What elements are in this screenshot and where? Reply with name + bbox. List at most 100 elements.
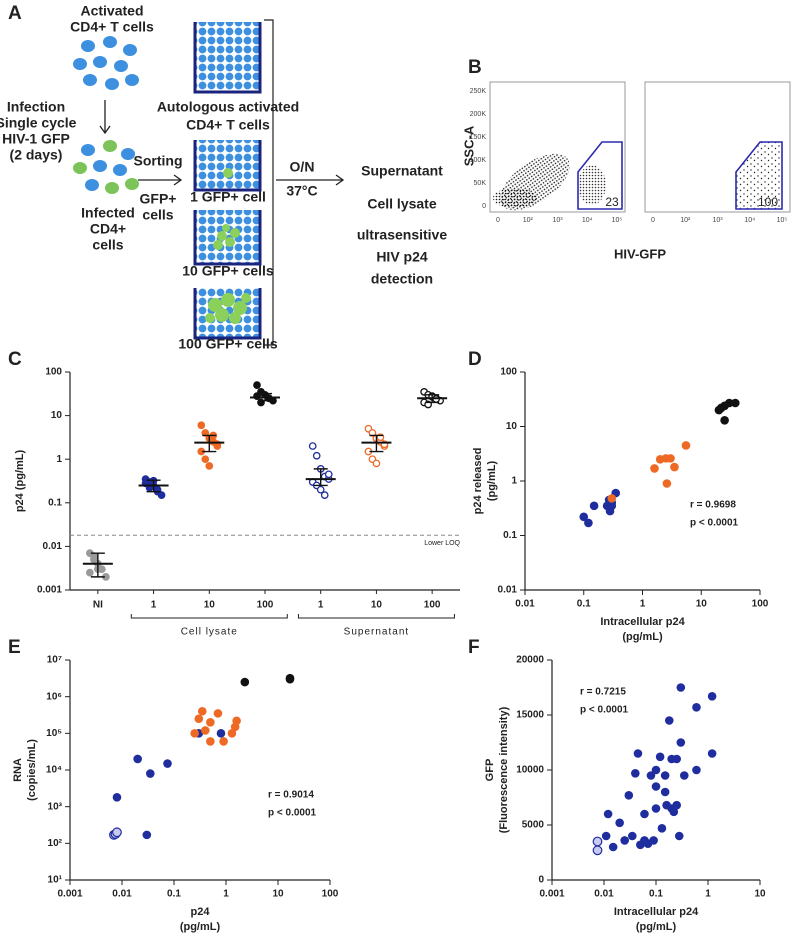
data-point	[227, 729, 237, 738]
annotation: r = 0.7215	[580, 687, 626, 698]
data-point	[592, 836, 603, 847]
data-point	[213, 709, 223, 718]
diagram-text: 100 GFP+ cells	[178, 336, 277, 352]
diagram-text: 37°C	[286, 183, 317, 199]
diagram-text: Infection	[7, 99, 65, 115]
x-tick-label: 1	[640, 599, 646, 610]
wells	[193, 22, 262, 340]
flow-plots	[489, 81, 791, 213]
x-tick-label: 100	[257, 600, 274, 611]
y-axis-title: RNA	[12, 758, 24, 782]
diagram-text: 1 GFP+ cell	[190, 189, 266, 205]
x-tick-label: 10³	[712, 217, 723, 224]
diagram-text: HIV-1 GFP	[2, 131, 70, 147]
diagram-text: GFP+	[140, 191, 177, 207]
y-axis-title: (pg/mL)	[486, 461, 498, 502]
y-tick-label: 250K	[470, 88, 487, 95]
y-tick-label: 10⁶	[46, 691, 62, 702]
x-tick-label: NI	[93, 600, 103, 611]
data-point	[674, 831, 684, 841]
data-point	[194, 714, 204, 724]
diagram-text: Activated	[80, 3, 143, 19]
axis-title: HIV-GFP	[614, 246, 666, 261]
data-point	[649, 836, 658, 845]
data-point	[133, 754, 142, 764]
diagram-text: Sorting	[134, 153, 183, 169]
data-point	[86, 568, 94, 577]
bracket	[264, 19, 274, 346]
data-point	[669, 807, 679, 817]
x-tick-label: 0	[651, 217, 655, 224]
y-tick-label: 10000	[516, 765, 544, 776]
x-tick-label: 0.01	[515, 599, 535, 610]
y-axis-title: (copies/mL)	[26, 739, 38, 801]
data-point	[731, 398, 740, 408]
annotation: p < 0.0001	[268, 808, 317, 819]
data-point	[666, 454, 675, 463]
gate-label: 23	[605, 195, 619, 209]
data-point	[603, 809, 613, 819]
data-point	[657, 824, 667, 833]
x-tick-label: 0.1	[577, 599, 591, 610]
diagram-text: CD4+	[90, 221, 126, 237]
data-point	[707, 692, 717, 701]
data-point	[655, 752, 665, 762]
data-point	[608, 842, 618, 852]
diagram-text: Single cycle	[0, 115, 77, 131]
x-tick-label: 10	[272, 889, 284, 900]
annotation: p < 0.0001	[580, 705, 629, 716]
y-tick-label: 100	[45, 367, 62, 378]
y-tick-label: 50K	[474, 180, 487, 187]
y-axis-title: (Fluorescence intensity)	[498, 706, 510, 833]
data-point	[190, 729, 199, 738]
data-point	[240, 677, 250, 687]
y-tick-label: 0.01	[43, 541, 63, 552]
y-tick-label: 10	[506, 421, 518, 432]
annotation: p < 0.0001	[690, 518, 739, 529]
x-axis-title: (pg/mL)	[622, 631, 663, 643]
data-point	[660, 787, 670, 797]
y-tick-label: 10	[51, 410, 63, 421]
y-tick-label: 10²	[48, 838, 63, 849]
data-point	[216, 729, 226, 738]
x-axis-title: p24	[191, 906, 211, 918]
infected-cells	[73, 140, 139, 194]
y-axis-title: p24 (pg/mL)	[14, 450, 26, 513]
data-point	[676, 683, 686, 692]
group-bracket	[130, 614, 288, 619]
data-point	[197, 421, 206, 430]
x-tick-label: 0.001	[539, 889, 564, 900]
diagram-text: Autologous activated	[157, 99, 299, 115]
y-tick-label: 0	[482, 203, 486, 210]
data-point	[312, 451, 321, 460]
panel-label: B	[468, 57, 482, 78]
data-point	[316, 485, 325, 494]
data-point	[372, 459, 381, 468]
x-tick-label: 100	[752, 599, 769, 610]
group-label: Supernatant	[344, 627, 410, 638]
data-point	[308, 442, 317, 450]
x-tick-label: 0.01	[112, 889, 132, 900]
x-tick-label: 10³	[552, 217, 563, 224]
x-axis-title: (pg/mL)	[180, 921, 221, 933]
data-point	[692, 765, 701, 775]
data-point	[232, 716, 241, 726]
diagram-text: Supernatant	[361, 163, 443, 179]
data-point	[672, 800, 681, 810]
y-tick-label: 5000	[522, 820, 545, 831]
x-tick-label: 0.01	[594, 889, 614, 900]
data-point	[720, 401, 729, 411]
data-point	[584, 518, 593, 528]
data-point	[285, 673, 295, 683]
data-point	[112, 793, 122, 802]
data-point	[112, 827, 122, 838]
data-point	[206, 737, 215, 746]
data-point	[253, 381, 261, 389]
arrow	[276, 174, 345, 186]
x-tick-label: 0.001	[57, 889, 82, 900]
diagram-text: Infected	[81, 205, 135, 221]
data-point	[651, 765, 661, 775]
annotation: r = 0.9014	[268, 790, 314, 801]
data-point	[679, 771, 689, 780]
